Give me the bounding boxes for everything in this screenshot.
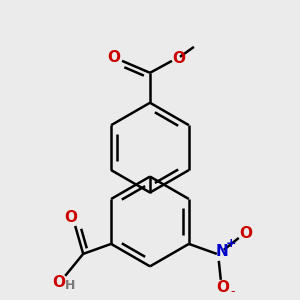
Text: O: O	[239, 226, 252, 242]
Text: O: O	[53, 275, 66, 290]
Text: H: H	[65, 279, 75, 292]
Text: O: O	[172, 51, 185, 66]
Text: O: O	[216, 280, 229, 295]
Text: -: -	[230, 285, 235, 298]
Text: +: +	[226, 237, 236, 250]
Text: O: O	[65, 211, 78, 226]
Text: N: N	[215, 244, 228, 260]
Text: O: O	[108, 50, 121, 65]
